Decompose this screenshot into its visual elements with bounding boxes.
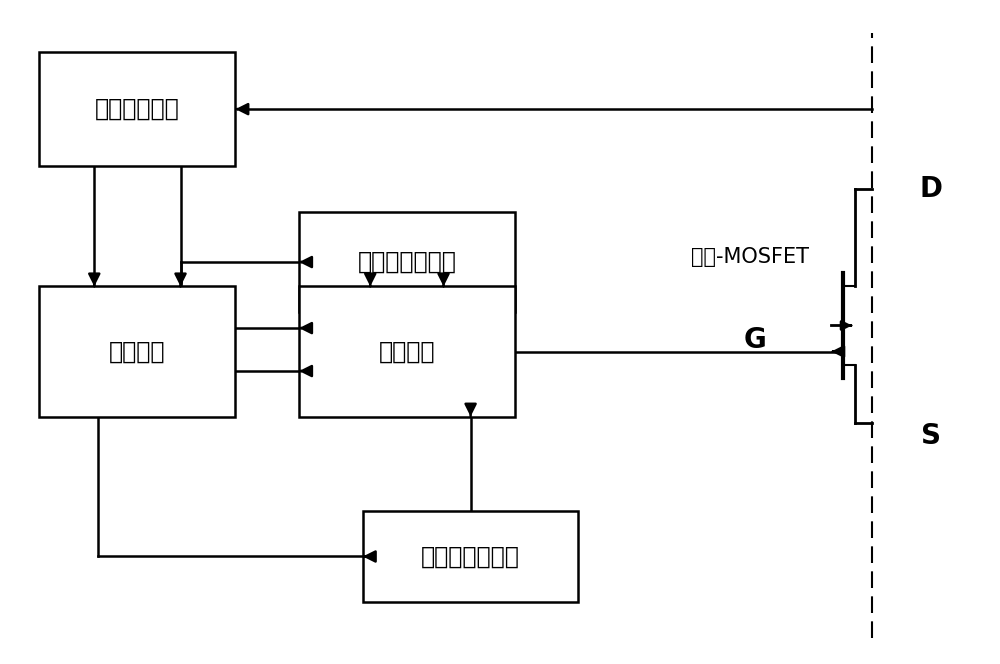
- Bar: [299, 212, 515, 313]
- Text: D: D: [920, 175, 943, 203]
- Text: 驱动单元: 驱动单元: [379, 339, 435, 363]
- Bar: [299, 286, 515, 416]
- Text: 过流检测单元: 过流检测单元: [95, 97, 180, 121]
- Text: 控制单元: 控制单元: [109, 339, 166, 363]
- Text: 钓位软关断单元: 钓位软关断单元: [421, 544, 520, 568]
- Bar: [39, 52, 235, 166]
- Text: G: G: [743, 326, 766, 354]
- Bar: [39, 286, 235, 416]
- Text: 过欠压检测单元: 过欠压检测单元: [357, 250, 456, 274]
- Text: 第一-MOSFET: 第一-MOSFET: [691, 247, 809, 267]
- Bar: [363, 511, 578, 602]
- Text: S: S: [921, 422, 941, 450]
